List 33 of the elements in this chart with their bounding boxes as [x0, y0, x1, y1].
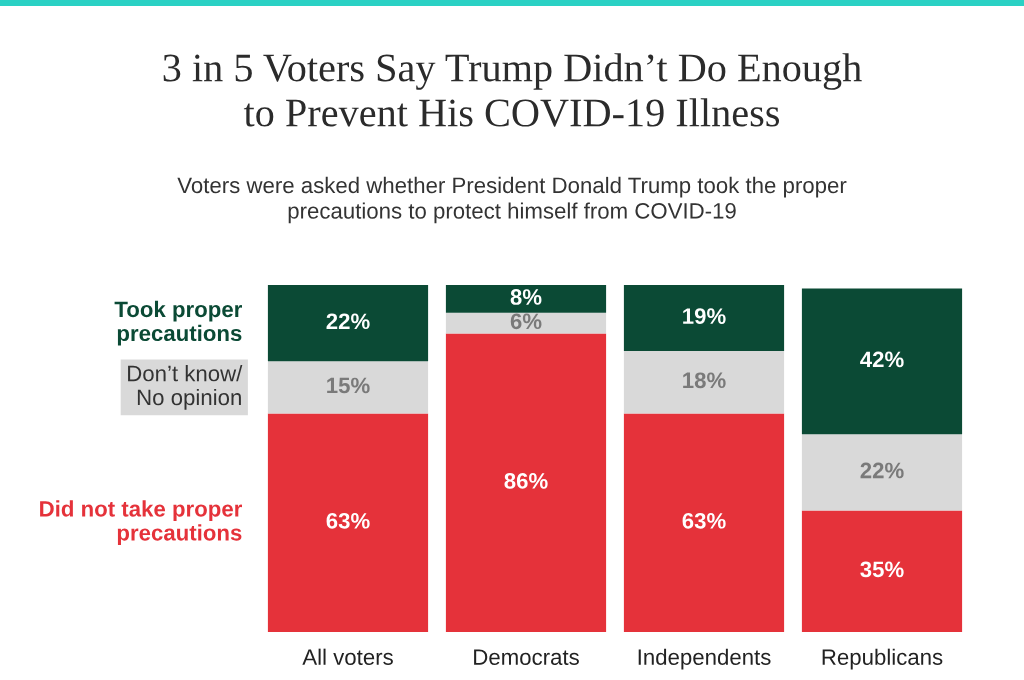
data-label: 42%	[860, 351, 904, 368]
bar	[801, 434, 963, 511]
data-label: 22%	[326, 313, 370, 330]
bar	[801, 510, 963, 632]
bar	[267, 361, 429, 414]
data-label: 22%	[860, 462, 904, 479]
x-tick-label: All voters	[302, 648, 393, 665]
chart-title: 3 in 5 Voters Say Trump Didn’t Do Enough to Prevent His COVID-19 Illness	[163, 53, 862, 127]
data-label: 6%	[510, 313, 542, 330]
data-label: 19%	[683, 308, 726, 324]
data-label: 15%	[327, 377, 370, 394]
bar	[445, 285, 607, 313]
bar	[623, 285, 785, 351]
bar	[445, 333, 607, 632]
data-label: 86%	[504, 473, 548, 489]
chart-subtitle: Voters were asked whether President Donald Trump took the proper precautions to protect himself from COVID-19	[177, 176, 847, 224]
series-label: Don’t know/ No opinion	[128, 365, 243, 410]
data-label: 35%	[860, 561, 904, 578]
x-tick-label: Independents	[638, 648, 771, 670]
bar	[267, 413, 429, 632]
data-label: 8%	[510, 289, 542, 305]
bar	[267, 285, 429, 362]
data-label: 18%	[683, 372, 726, 389]
x-tick-label: Democrats	[474, 649, 579, 665]
bar	[801, 288, 963, 435]
data-label: 63%	[326, 512, 370, 529]
data-label: 63%	[682, 512, 726, 529]
bar	[623, 350, 785, 414]
series-label: Did not take proper precautions	[40, 500, 243, 546]
series-label: Took proper precautions	[114, 300, 243, 346]
x-tick-label: Republicans	[822, 648, 943, 670]
bar	[445, 312, 607, 334]
bar	[623, 413, 785, 632]
